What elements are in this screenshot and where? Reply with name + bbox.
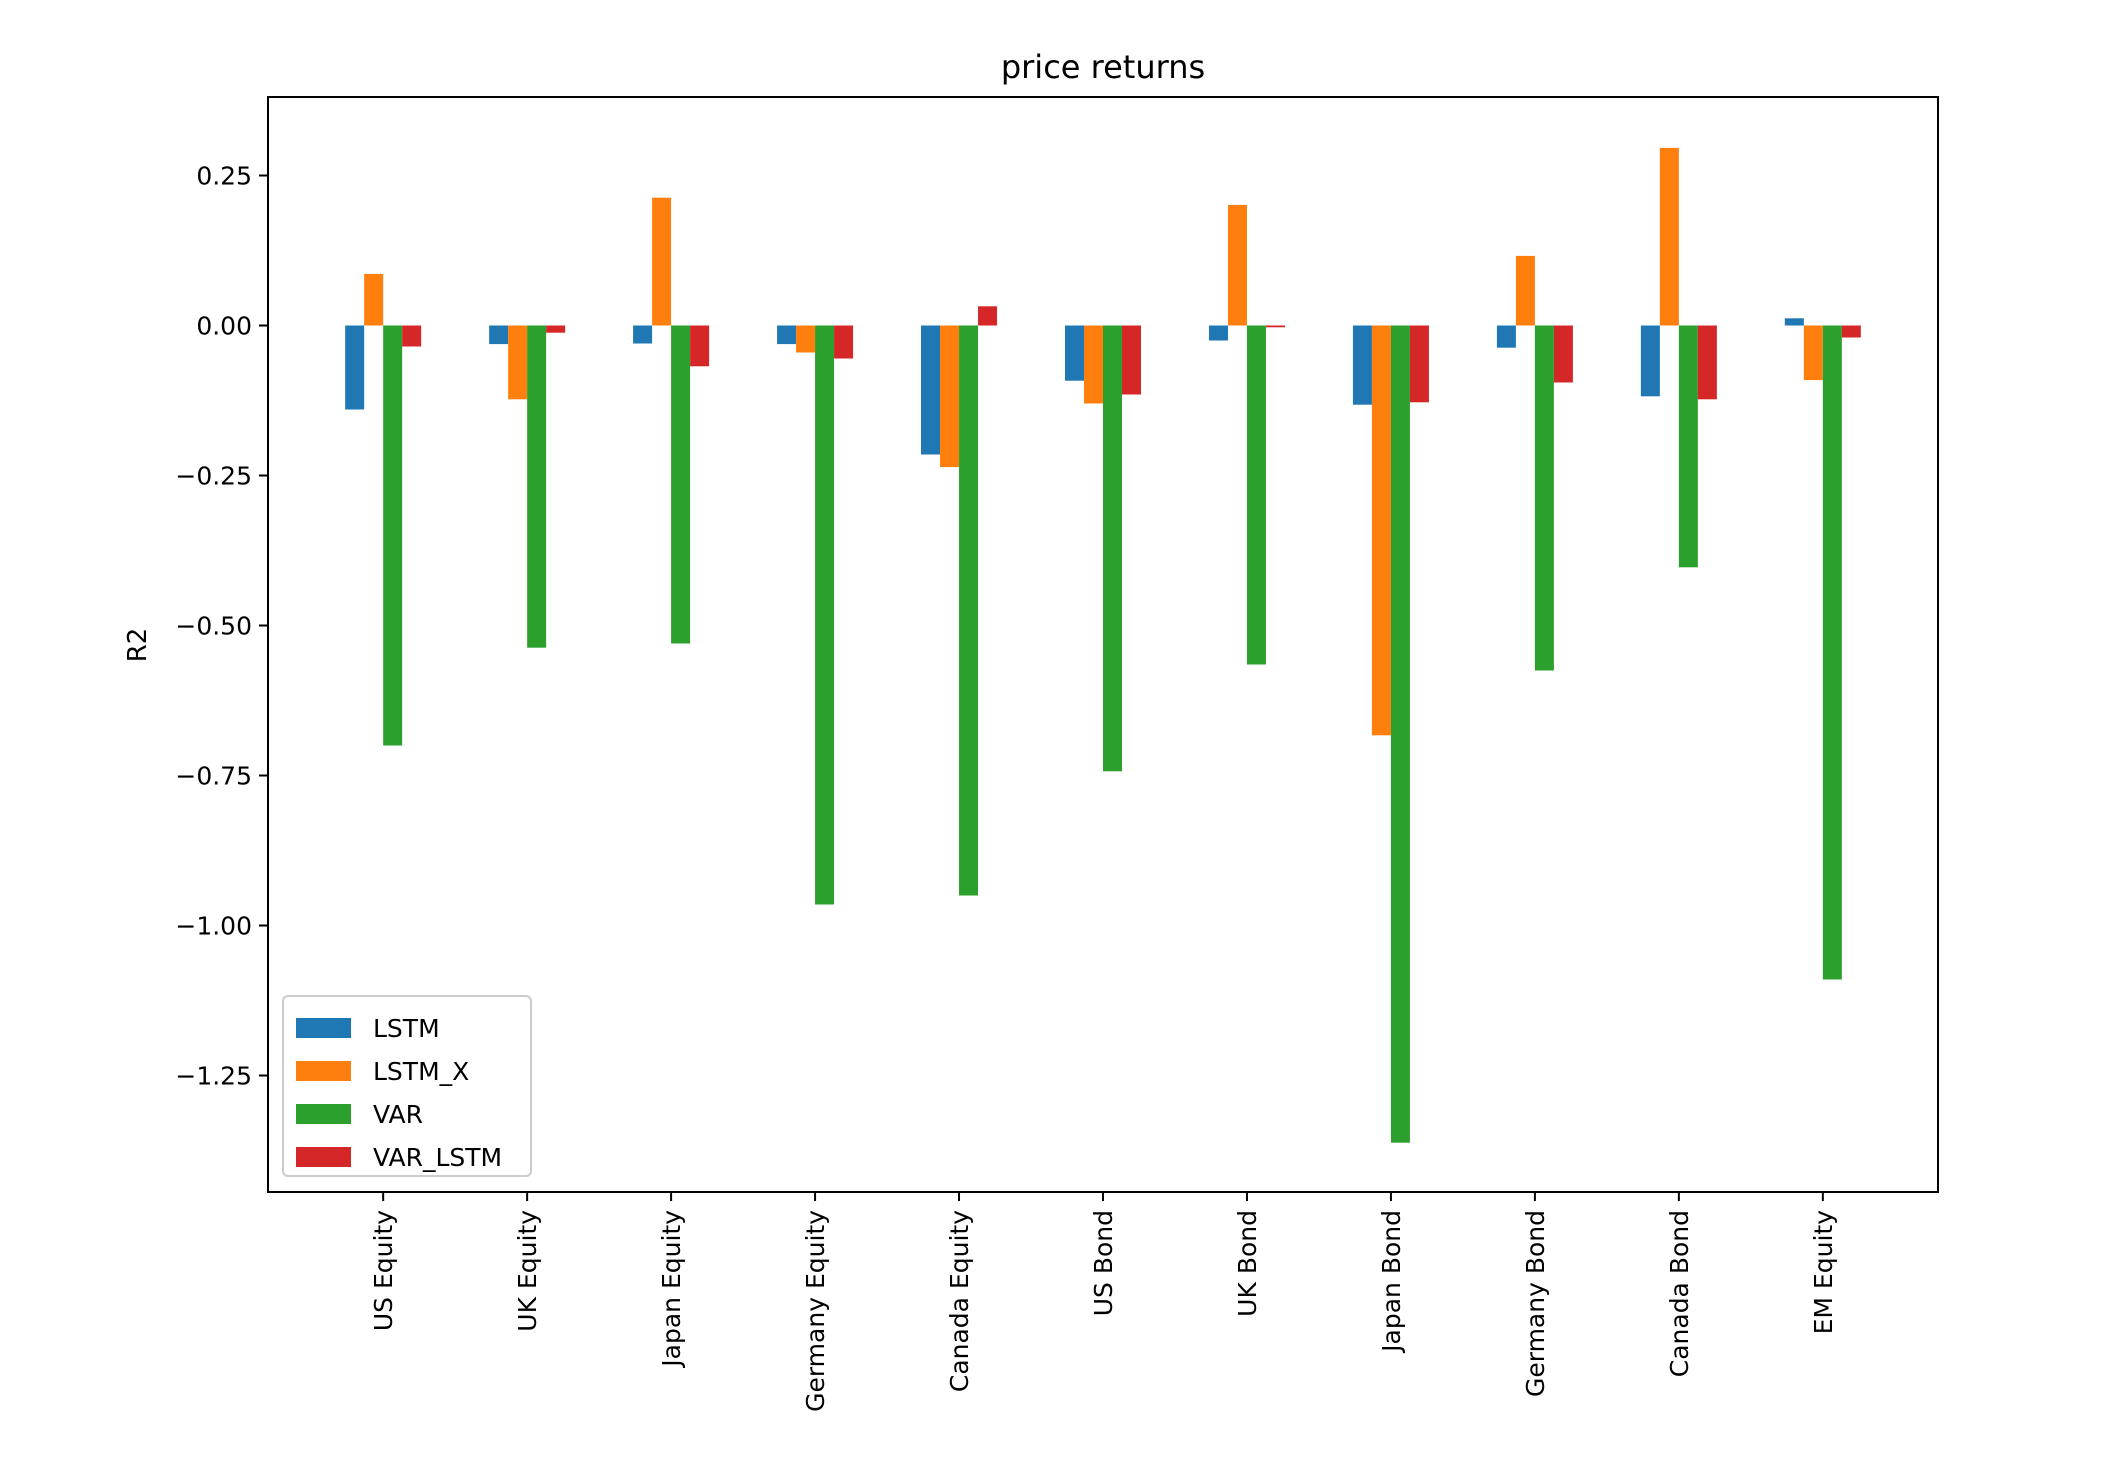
bar bbox=[796, 325, 816, 353]
bar bbox=[959, 325, 979, 896]
x-tick-label: Canada Bond bbox=[1665, 1210, 1694, 1377]
bar bbox=[921, 325, 941, 455]
x-tick-label: Japan Equity bbox=[657, 1210, 686, 1369]
x-tick-label: Germany Bond bbox=[1521, 1210, 1550, 1397]
x-tick-label: UK Equity bbox=[513, 1210, 542, 1332]
bar bbox=[1409, 325, 1429, 403]
bar bbox=[402, 325, 422, 347]
bar bbox=[1352, 325, 1372, 405]
bar bbox=[1390, 325, 1410, 1143]
x-tick-label: EM Equity bbox=[1809, 1210, 1838, 1335]
bar bbox=[978, 306, 998, 326]
y-tick-label: −0.75 bbox=[175, 762, 252, 791]
x-tick-label: Germany Equity bbox=[801, 1210, 830, 1412]
y-tick-label: 0.25 bbox=[196, 162, 252, 191]
bar bbox=[1515, 255, 1535, 326]
bar bbox=[1122, 325, 1141, 395]
bar bbox=[671, 325, 691, 644]
bar bbox=[1534, 325, 1554, 671]
legend-label: LSTM bbox=[373, 1014, 440, 1043]
series-var-lstm bbox=[402, 306, 1861, 403]
bar bbox=[383, 325, 403, 746]
y-tick-label: −1.00 bbox=[175, 912, 252, 941]
legend-swatch bbox=[296, 1061, 351, 1081]
x-tick-label: Japan Bond bbox=[1377, 1210, 1406, 1354]
bar bbox=[489, 325, 509, 345]
bar bbox=[1208, 325, 1228, 341]
plot-area: 0.25 0.00 −0.25 −0.50 −0.75 −1.00 −1.25 US Equi… bbox=[175, 147, 1861, 1412]
bar bbox=[364, 273, 384, 326]
bar bbox=[1784, 318, 1804, 326]
y-tick-label: −1.25 bbox=[175, 1062, 252, 1091]
bar bbox=[1678, 325, 1698, 568]
legend: LSTM LSTM_X VAR VAR_LSTM bbox=[282, 995, 532, 1177]
y-axis-label: R2 bbox=[123, 628, 153, 663]
bar bbox=[1246, 325, 1266, 665]
bar bbox=[1371, 325, 1391, 736]
bar bbox=[815, 325, 835, 905]
bar bbox=[1065, 325, 1084, 381]
series-lstm bbox=[345, 318, 1804, 455]
bar bbox=[940, 325, 960, 468]
bar bbox=[1265, 325, 1285, 328]
legend-swatch bbox=[296, 1147, 351, 1167]
bar bbox=[690, 325, 710, 367]
bar bbox=[633, 325, 653, 344]
x-tick-label: Canada Equity bbox=[945, 1210, 974, 1392]
bar bbox=[1640, 325, 1660, 397]
legend-frame bbox=[282, 995, 532, 1177]
bar bbox=[1841, 325, 1861, 338]
legend-swatch bbox=[296, 1018, 351, 1038]
axes-frame bbox=[267, 96, 1939, 1193]
legend-label: VAR bbox=[373, 1100, 423, 1129]
bar bbox=[834, 325, 854, 359]
y-tick-label: 0.00 bbox=[196, 312, 252, 341]
series-var bbox=[383, 325, 1842, 1143]
bar bbox=[1084, 325, 1103, 404]
bar bbox=[1103, 325, 1122, 772]
bar bbox=[508, 325, 528, 400]
bar bbox=[1822, 325, 1842, 980]
series-lstm-x bbox=[364, 147, 1823, 736]
bar bbox=[1227, 204, 1247, 326]
bar bbox=[1553, 325, 1573, 383]
bar bbox=[777, 325, 797, 345]
legend-label: LSTM_X bbox=[373, 1057, 469, 1086]
legend-label: VAR_LSTM bbox=[373, 1143, 502, 1172]
bar bbox=[652, 197, 672, 326]
bar bbox=[1803, 325, 1823, 381]
legend-swatch bbox=[296, 1104, 351, 1124]
chart-title: price returns bbox=[1001, 48, 1205, 86]
x-tick-label: UK Bond bbox=[1233, 1210, 1262, 1317]
bar bbox=[1697, 325, 1717, 400]
y-tick-label: −0.50 bbox=[175, 612, 252, 641]
bar bbox=[345, 325, 365, 410]
bar bbox=[546, 325, 566, 333]
bar bbox=[1659, 147, 1679, 326]
bar bbox=[527, 325, 547, 648]
x-tick-label: US Equity bbox=[369, 1210, 398, 1331]
bar bbox=[1496, 325, 1516, 348]
y-tick-label: −0.25 bbox=[175, 462, 252, 491]
x-tick-label: US Bond bbox=[1089, 1210, 1118, 1316]
